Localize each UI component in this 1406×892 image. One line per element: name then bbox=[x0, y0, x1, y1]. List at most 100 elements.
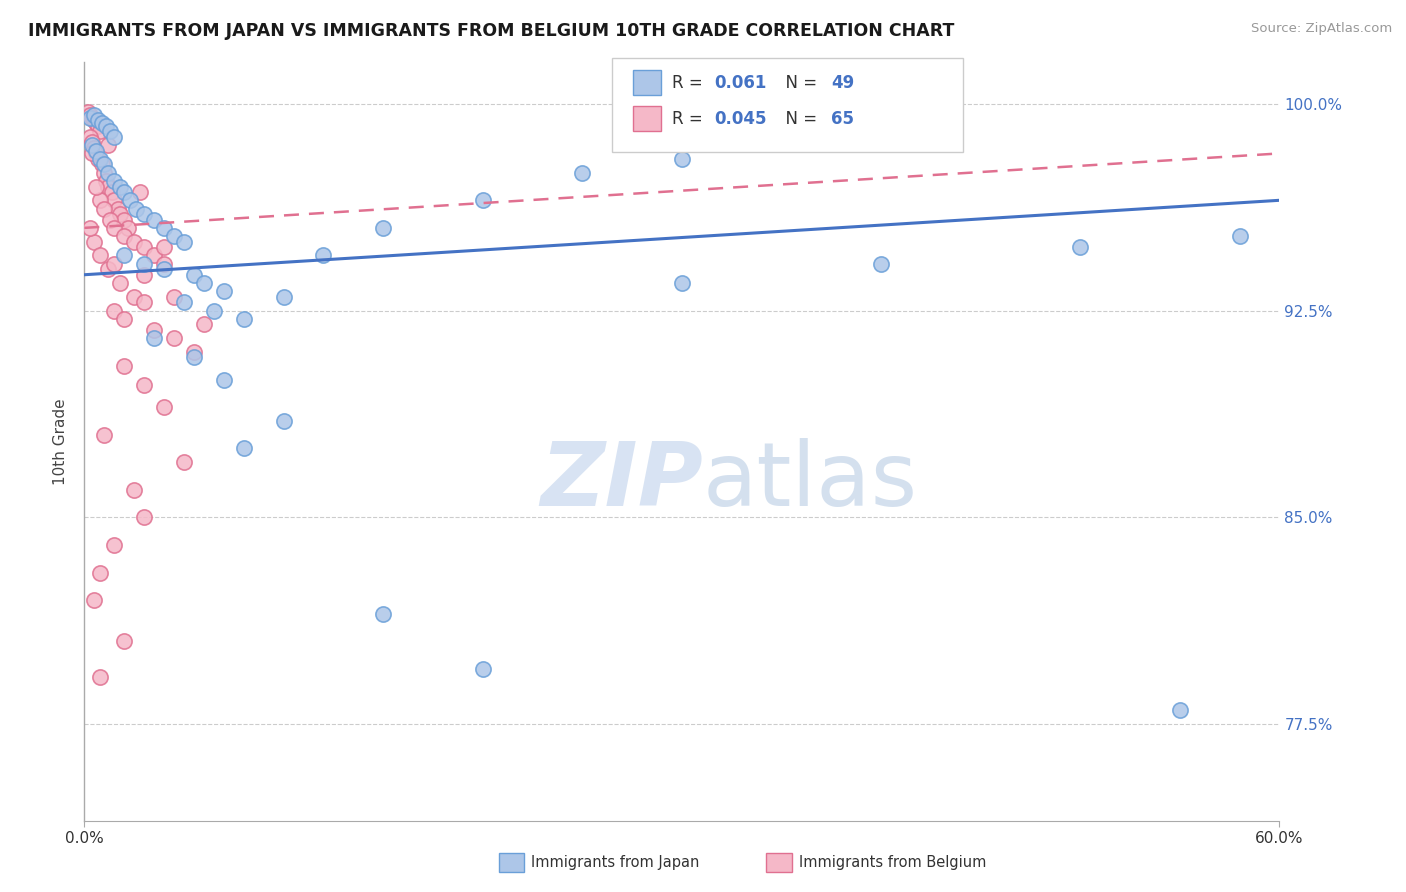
Point bbox=[471, 194, 494, 208]
Point bbox=[112, 634, 135, 648]
Point bbox=[373, 220, 395, 235]
Point bbox=[103, 303, 125, 318]
Point bbox=[103, 220, 125, 235]
Point bbox=[153, 240, 176, 254]
Point bbox=[132, 240, 156, 254]
Point bbox=[79, 111, 101, 125]
Point bbox=[143, 323, 166, 337]
Point bbox=[112, 359, 135, 373]
Text: R =: R = bbox=[672, 110, 709, 128]
Point bbox=[89, 124, 111, 138]
Point bbox=[86, 179, 108, 194]
Point bbox=[153, 220, 176, 235]
Point bbox=[103, 129, 125, 144]
Point bbox=[93, 157, 115, 171]
Point bbox=[97, 166, 120, 180]
Point bbox=[122, 235, 145, 249]
Point bbox=[89, 194, 111, 208]
Point bbox=[79, 220, 101, 235]
Point bbox=[132, 510, 156, 524]
Point bbox=[312, 248, 335, 262]
Point bbox=[870, 257, 893, 271]
Point bbox=[163, 290, 186, 304]
Point bbox=[273, 414, 295, 428]
Point bbox=[110, 276, 132, 290]
Point bbox=[143, 212, 166, 227]
Point bbox=[87, 119, 110, 133]
Point bbox=[101, 185, 124, 199]
Point bbox=[110, 207, 132, 221]
Point bbox=[173, 295, 195, 310]
Text: Source: ZipAtlas.com: Source: ZipAtlas.com bbox=[1251, 22, 1392, 36]
Point bbox=[129, 185, 152, 199]
Point bbox=[153, 262, 176, 277]
Point bbox=[153, 257, 176, 271]
Point bbox=[143, 248, 166, 262]
Point bbox=[571, 166, 593, 180]
Point bbox=[82, 136, 104, 150]
Text: N =: N = bbox=[775, 110, 823, 128]
Point bbox=[183, 345, 205, 359]
Point bbox=[97, 179, 120, 194]
Point bbox=[122, 290, 145, 304]
Point bbox=[183, 268, 205, 282]
Point bbox=[112, 248, 135, 262]
Point bbox=[103, 538, 125, 552]
Point bbox=[143, 331, 166, 345]
Point bbox=[82, 146, 104, 161]
Point bbox=[97, 262, 120, 277]
Point bbox=[79, 129, 101, 144]
Text: R =: R = bbox=[672, 74, 709, 92]
Point bbox=[471, 662, 494, 676]
Point bbox=[96, 174, 118, 188]
Point bbox=[202, 303, 225, 318]
Point bbox=[132, 268, 156, 282]
Text: 65: 65 bbox=[831, 110, 853, 128]
Point bbox=[117, 220, 139, 235]
Point bbox=[132, 378, 156, 392]
Point bbox=[112, 311, 135, 326]
Point bbox=[232, 311, 254, 326]
Point bbox=[96, 119, 118, 133]
Point bbox=[82, 111, 104, 125]
Point bbox=[173, 235, 195, 249]
Point bbox=[91, 116, 114, 130]
Point bbox=[97, 138, 120, 153]
Point bbox=[89, 248, 111, 262]
Point bbox=[671, 152, 693, 166]
Point bbox=[671, 276, 693, 290]
Point bbox=[83, 235, 105, 249]
Text: Immigrants from Japan: Immigrants from Japan bbox=[531, 855, 700, 870]
Point bbox=[132, 257, 156, 271]
Text: atlas: atlas bbox=[703, 438, 918, 525]
Point bbox=[103, 257, 125, 271]
Point bbox=[122, 483, 145, 497]
Point bbox=[98, 212, 121, 227]
Text: Immigrants from Belgium: Immigrants from Belgium bbox=[799, 855, 986, 870]
Point bbox=[82, 138, 104, 153]
Point bbox=[93, 166, 115, 180]
Point bbox=[89, 566, 111, 580]
Point bbox=[93, 202, 115, 216]
Point bbox=[112, 212, 135, 227]
Point bbox=[103, 194, 125, 208]
Point bbox=[103, 174, 125, 188]
Point bbox=[86, 146, 108, 161]
Point bbox=[193, 276, 215, 290]
Point bbox=[86, 144, 108, 158]
Point bbox=[373, 607, 395, 621]
Text: IMMIGRANTS FROM JAPAN VS IMMIGRANTS FROM BELGIUM 10TH GRADE CORRELATION CHART: IMMIGRANTS FROM JAPAN VS IMMIGRANTS FROM… bbox=[28, 22, 955, 40]
Point bbox=[120, 194, 142, 208]
Point bbox=[212, 285, 235, 299]
Point bbox=[79, 108, 101, 122]
Point bbox=[77, 105, 100, 120]
Y-axis label: 10th Grade: 10th Grade bbox=[53, 398, 69, 485]
Point bbox=[107, 202, 129, 216]
Text: ZIP: ZIP bbox=[540, 438, 703, 525]
Point bbox=[87, 152, 110, 166]
Text: 0.061: 0.061 bbox=[714, 74, 766, 92]
Text: N =: N = bbox=[775, 74, 823, 92]
Point bbox=[89, 152, 111, 166]
Point bbox=[232, 442, 254, 456]
Point bbox=[91, 157, 114, 171]
